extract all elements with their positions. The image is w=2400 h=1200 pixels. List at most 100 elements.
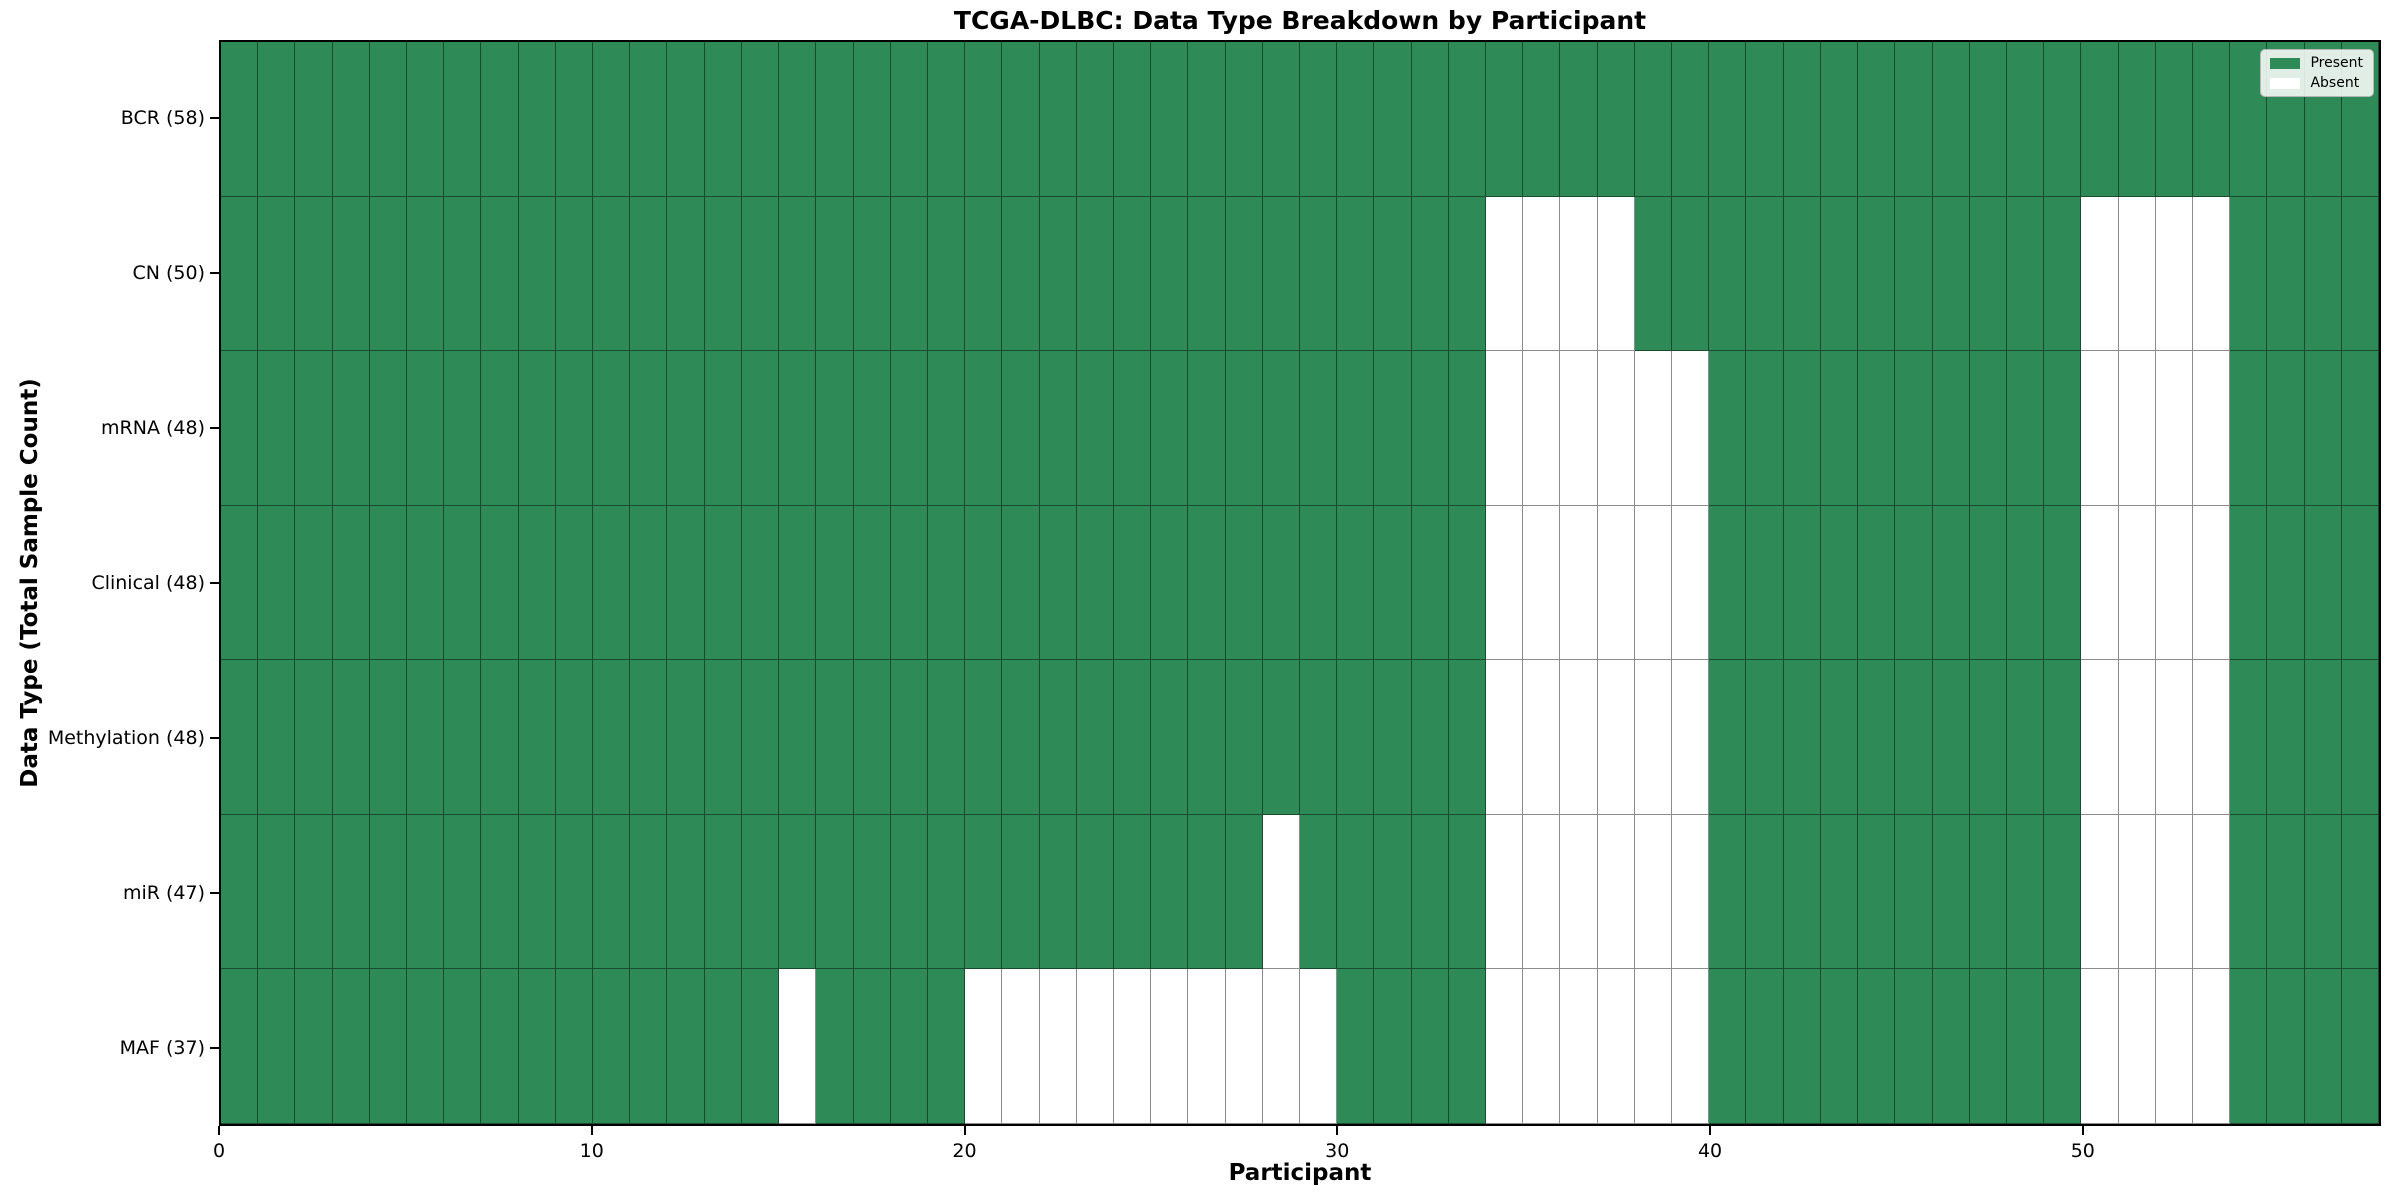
heatmap-cell <box>741 505 780 661</box>
heatmap-cell <box>1486 505 1524 661</box>
heatmap-cell <box>1820 42 1859 197</box>
heatmap-cell <box>1225 814 1263 970</box>
heatmap-cell <box>1188 196 1226 352</box>
heatmap-cell <box>1151 505 1189 661</box>
heatmap-cell <box>518 42 556 197</box>
heatmap-cell <box>1113 814 1152 970</box>
heatmap-cell <box>1300 814 1338 970</box>
heatmap-cell <box>407 814 445 970</box>
heatmap-cell <box>1709 660 1747 815</box>
heatmap-cell <box>890 969 928 1124</box>
heatmap-cell <box>2230 660 2268 815</box>
heatmap-cell <box>2006 505 2045 661</box>
heatmap-cell <box>2192 42 2231 197</box>
legend-item-absent: Absent <box>2270 76 2363 90</box>
heatmap-cell <box>741 969 780 1124</box>
heatmap-cell <box>1262 969 1300 1124</box>
heatmap-cell <box>2341 196 2379 352</box>
heatmap-cell <box>2155 42 2193 197</box>
x-tick-mark <box>1709 1126 1712 1135</box>
heatmap-cell <box>1523 42 1561 197</box>
heatmap-cell <box>1634 660 1673 815</box>
heatmap-cell <box>2006 660 2045 815</box>
heatmap-cell <box>1151 196 1189 352</box>
heatmap-cell <box>1634 814 1673 970</box>
heatmap-cell <box>407 660 445 815</box>
heatmap-cell <box>1225 505 1263 661</box>
heatmap-cell <box>1076 969 1114 1124</box>
heatmap-cell <box>965 196 1003 352</box>
heatmap-cell <box>2155 660 2193 815</box>
heatmap-cell <box>630 969 668 1124</box>
heatmap-cell <box>667 814 705 970</box>
heatmap-cell <box>369 660 408 815</box>
heatmap-cell <box>741 814 780 970</box>
heatmap-cell <box>1225 969 1263 1124</box>
heatmap-cell <box>2118 969 2156 1124</box>
heatmap-cell <box>332 351 370 506</box>
heatmap-cell <box>1709 351 1747 506</box>
heatmap-cell <box>1486 969 1524 1124</box>
legend-label: Present <box>2310 55 2363 71</box>
legend: Present Absent <box>2260 49 2374 97</box>
heatmap-cell <box>444 196 482 352</box>
heatmap-cell <box>2230 196 2268 352</box>
heatmap-cell <box>1895 196 1933 352</box>
heatmap-cell <box>593 660 631 815</box>
heatmap-cell <box>816 660 854 815</box>
y-tick-label: Clinical (48) <box>91 572 205 594</box>
heatmap-cell <box>221 196 259 352</box>
heatmap-cell <box>332 42 370 197</box>
heatmap-cell <box>1113 42 1152 197</box>
heatmap-cell <box>1820 660 1859 815</box>
heatmap-cell <box>779 505 817 661</box>
heatmap-cell <box>853 505 891 661</box>
heatmap-cell <box>593 351 631 506</box>
heatmap-cell <box>2006 969 2045 1124</box>
heatmap-cell <box>1262 660 1300 815</box>
heatmap-cell <box>1300 351 1338 506</box>
heatmap-cell <box>1523 814 1561 970</box>
heatmap-cell <box>1709 196 1747 352</box>
heatmap-cell <box>1337 351 1375 506</box>
heatmap-cell <box>1151 42 1189 197</box>
heatmap-cell <box>481 351 519 506</box>
heatmap-cell <box>1337 660 1375 815</box>
heatmap-cell <box>407 351 445 506</box>
heatmap-cell <box>1523 505 1561 661</box>
heatmap-cell <box>1262 196 1300 352</box>
heatmap-cell <box>1597 969 1635 1124</box>
heatmap-cell <box>1969 351 2007 506</box>
heatmap-cell <box>2341 505 2379 661</box>
heatmap-cell <box>2118 42 2156 197</box>
heatmap-cell <box>2230 505 2268 661</box>
heatmap-cell <box>221 505 259 661</box>
heatmap-cell <box>221 42 259 197</box>
heatmap-cell <box>1560 505 1598 661</box>
heatmap-cell <box>407 505 445 661</box>
x-tick-label: 10 <box>579 1140 604 1162</box>
heatmap-cell <box>1597 42 1635 197</box>
heatmap-cell <box>258 196 296 352</box>
heatmap-cell <box>1709 42 1747 197</box>
heatmap-cell <box>2267 351 2305 506</box>
heatmap-cell <box>2044 505 2082 661</box>
heatmap-cell <box>593 42 631 197</box>
heatmap-cell <box>927 351 966 506</box>
heatmap-cell <box>1523 196 1561 352</box>
heatmap-cell <box>518 814 556 970</box>
heatmap-cell <box>332 660 370 815</box>
heatmap-cell <box>2267 660 2305 815</box>
heatmap-cell <box>1746 660 1784 815</box>
heatmap-cell <box>890 505 928 661</box>
heatmap-cell <box>481 660 519 815</box>
heatmap-cell <box>2192 351 2231 506</box>
heatmap-cell <box>741 196 780 352</box>
heatmap-cell <box>555 505 594 661</box>
heatmap-cell <box>1374 505 1412 661</box>
y-tick-mark <box>210 271 219 274</box>
heatmap-cell <box>1746 969 1784 1124</box>
heatmap-cell <box>1188 660 1226 815</box>
heatmap-cell <box>258 814 296 970</box>
